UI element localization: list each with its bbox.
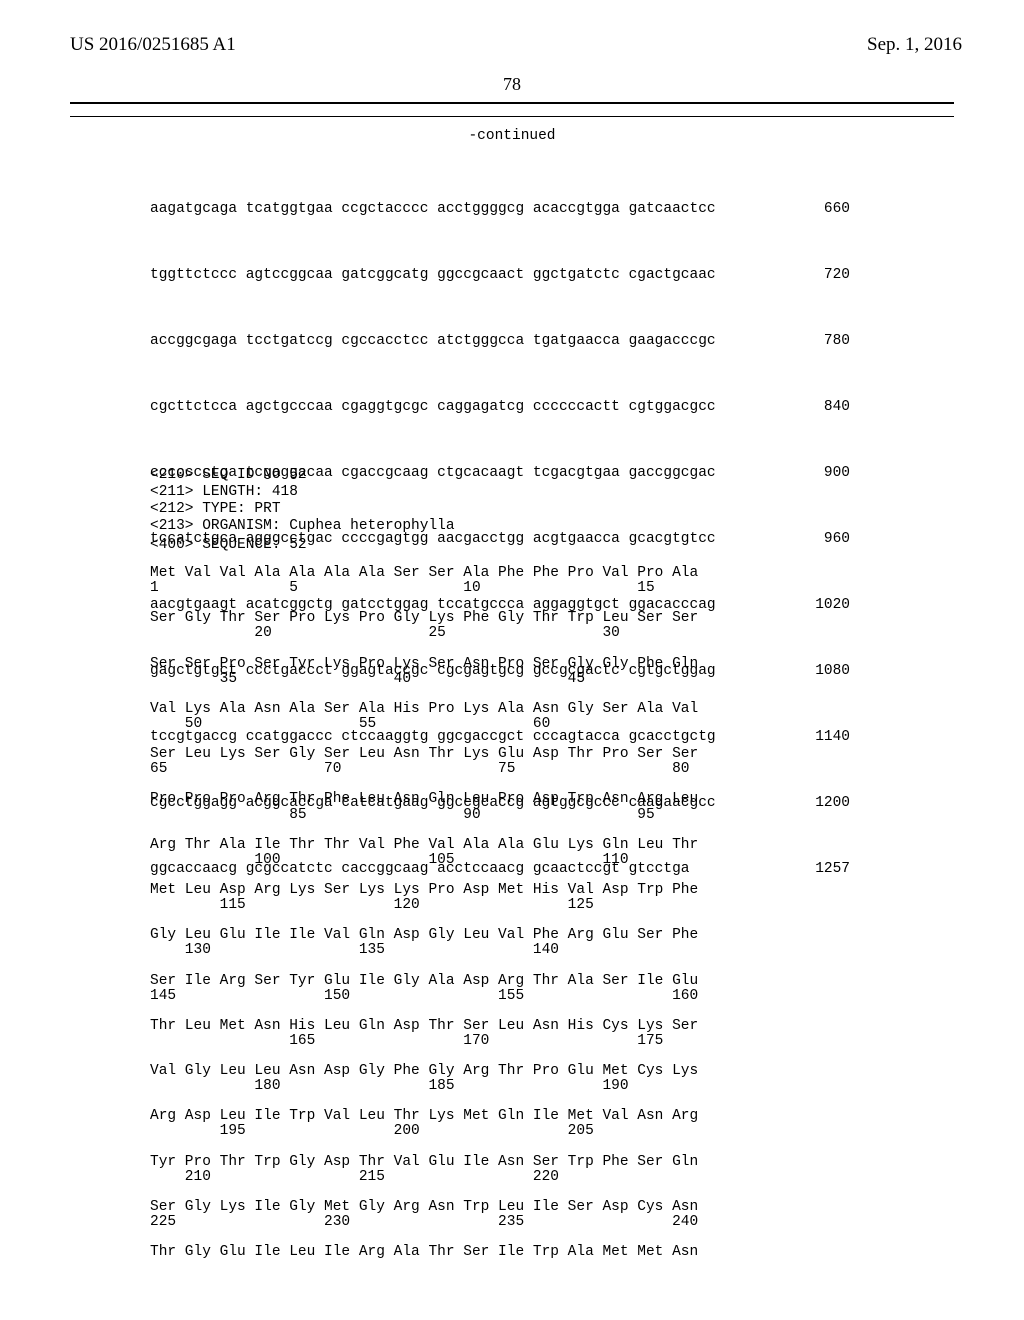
dna-row: tggttctccc agtccggcaa gatcggcatg ggccgca… xyxy=(150,264,890,286)
patent-page: US 2016/0251685 A1 Sep. 1, 2016 78 -cont… xyxy=(0,0,1024,1320)
protein-sequence-block: Met Val Val Ala Ala Ala Ala Ser Ser Ala … xyxy=(150,566,698,1260)
dna-row: aagatgcaga tcatggtgaa ccgctacccc acctggg… xyxy=(150,198,890,220)
meta-length: <211> LENGTH: 418 xyxy=(150,484,298,500)
publication-date: Sep. 1, 2016 xyxy=(867,34,962,56)
meta-organism: <213> ORGANISM: Cuphea heterophylla xyxy=(150,518,455,534)
sequence-metadata: <210> SEQ ID NO 52 <211> LENGTH: 418 <21… xyxy=(150,450,455,535)
dna-row: cgcttctcca agctgcccaa cgaggtgcgc caggaga… xyxy=(150,396,890,418)
page-header: US 2016/0251685 A1 Sep. 1, 2016 xyxy=(0,34,1024,56)
continued-label: -continued xyxy=(0,128,1024,144)
publication-number: US 2016/0251685 A1 xyxy=(70,34,236,56)
meta-type: <212> TYPE: PRT xyxy=(150,501,281,517)
dna-row: accggcgaga tcctgatccg cgccacctcc atctggg… xyxy=(150,330,890,352)
header-divider-thin xyxy=(70,116,954,117)
header-divider-thick xyxy=(70,102,954,104)
page-number: 78 xyxy=(0,74,1024,95)
sequence-400-label: <400> SEQUENCE: 52 xyxy=(150,537,307,553)
meta-seq-id: <210> SEQ ID NO 52 xyxy=(150,467,307,483)
